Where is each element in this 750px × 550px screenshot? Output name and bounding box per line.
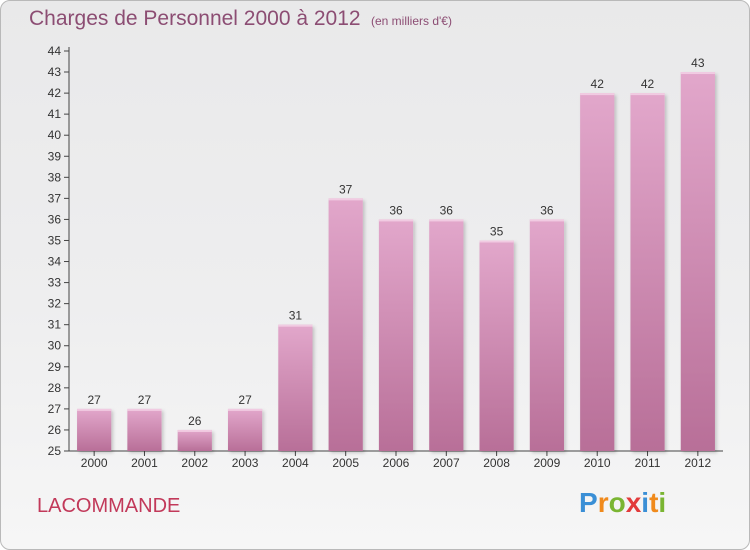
- bar-2004: [278, 324, 313, 451]
- x-tick-label: 2009: [534, 456, 561, 470]
- bar-value-label: 36: [440, 203, 454, 217]
- y-tick-label: 29: [48, 360, 62, 374]
- bar-highlight: [680, 72, 715, 75]
- y-tick-label: 40: [48, 128, 62, 142]
- bar-value-label: 27: [238, 393, 252, 407]
- bar-2005: [328, 198, 363, 451]
- y-tick-label: 33: [48, 276, 62, 290]
- x-axis: 2000 2001 2002 2003 2004 2005 2006 2007 2008 2009…: [69, 450, 723, 470]
- bar-highlight: [429, 219, 464, 222]
- x-tick-label: 2000: [81, 456, 108, 470]
- y-tick-label: 41: [48, 107, 62, 121]
- x-tick-label: 2011: [635, 456, 661, 470]
- logo-letter: i: [641, 487, 650, 518]
- bar-highlight: [278, 324, 313, 327]
- bar-value-label: 27: [87, 393, 101, 407]
- bar-value-label: 26: [188, 414, 202, 428]
- x-tick-label: 2003: [232, 456, 259, 470]
- bar-value-label: 43: [691, 56, 705, 70]
- y-tick-label: 42: [48, 86, 62, 100]
- bar-value-label: 42: [641, 77, 655, 91]
- y-tick-label: 27: [48, 402, 62, 416]
- y-tick-label: 43: [48, 65, 62, 79]
- bar-2011: [630, 93, 665, 452]
- x-tick-label: 2005: [332, 456, 359, 470]
- bar-highlight: [328, 198, 363, 201]
- y-tick-label: 36: [48, 212, 62, 226]
- x-tick-label: 2001: [131, 456, 158, 470]
- y-tick-label: 38: [48, 170, 62, 184]
- bar-value-label: 37: [339, 182, 353, 196]
- bar-highlight: [227, 408, 263, 411]
- logo-letter: t: [649, 487, 659, 518]
- bar-value-label: 27: [138, 393, 152, 407]
- commune-name: LACOMMANDE: [37, 495, 181, 517]
- x-tick-label: 2007: [433, 456, 460, 470]
- x-tick-label: 2010: [584, 456, 611, 470]
- chart-subtitle: (en milliers d'€): [371, 14, 452, 28]
- logo-letter: r: [597, 487, 609, 518]
- y-tick-label: 37: [48, 191, 62, 205]
- bar-value-label: 35: [490, 224, 504, 238]
- x-tick-label: 2012: [684, 456, 711, 470]
- bar-2010: [580, 93, 615, 452]
- bar-value-label: 42: [591, 77, 605, 91]
- bar-highlight: [177, 429, 212, 432]
- y-tick-label: 39: [48, 149, 62, 163]
- bars-group: 27 27 26 27 31 37 36 36 35 36 42 42 43: [77, 56, 715, 452]
- logo-letter: o: [608, 487, 626, 518]
- bar-2006: [378, 219, 414, 451]
- bar-2007: [429, 219, 464, 451]
- y-tick-label: 35: [48, 233, 62, 247]
- bar-highlight: [479, 240, 514, 243]
- y-tick-label: 25: [48, 444, 62, 458]
- bar-value-label: 36: [540, 203, 554, 217]
- bar-highlight: [127, 408, 162, 411]
- bar-2003: [227, 408, 263, 451]
- bar-highlight: [529, 219, 565, 222]
- logo-letter: P: [579, 487, 598, 518]
- y-tick-label: 30: [48, 339, 62, 353]
- bar-2012: [680, 72, 715, 451]
- y-tick-label: 28: [48, 381, 62, 395]
- y-tick-label: 26: [48, 423, 62, 437]
- bar-highlight: [630, 93, 665, 96]
- logo-letter: i: [658, 487, 667, 518]
- bar-2000: [77, 408, 112, 451]
- y-tick-label: 32: [48, 297, 62, 311]
- bar-value-label: 31: [289, 309, 303, 323]
- bar-2009: [529, 219, 565, 451]
- y-tick-label: 44: [48, 44, 62, 58]
- x-tick-label: 2004: [282, 456, 309, 470]
- bar-highlight: [378, 219, 414, 222]
- bar-value-label: 36: [389, 203, 403, 217]
- bar-2001: [127, 408, 162, 451]
- logo-letter: x: [625, 487, 642, 518]
- y-tick-label: 31: [48, 318, 62, 332]
- x-tick-label: 2008: [483, 456, 510, 470]
- y-tick-label: 34: [48, 255, 62, 269]
- bar-2008: [479, 240, 514, 451]
- chart-title: Charges de Personnel 2000 à 2012: [29, 7, 361, 30]
- y-axis: 25 26 27 28 29 30 31 32 33 34 35 36 37 38 39 40 41 42 43 44: [48, 44, 70, 458]
- x-tick-label: 2002: [181, 456, 208, 470]
- bar-2002: [177, 429, 212, 451]
- proxiti-logo[interactable]: Proxiti: [579, 487, 666, 519]
- x-tick-label: 2006: [383, 456, 410, 470]
- bar-highlight: [77, 408, 112, 411]
- bar-highlight: [580, 93, 615, 96]
